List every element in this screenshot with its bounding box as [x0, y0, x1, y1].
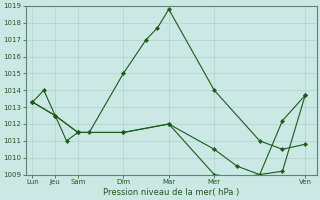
X-axis label: Pression niveau de la mer( hPa ): Pression niveau de la mer( hPa ) [103, 188, 239, 197]
